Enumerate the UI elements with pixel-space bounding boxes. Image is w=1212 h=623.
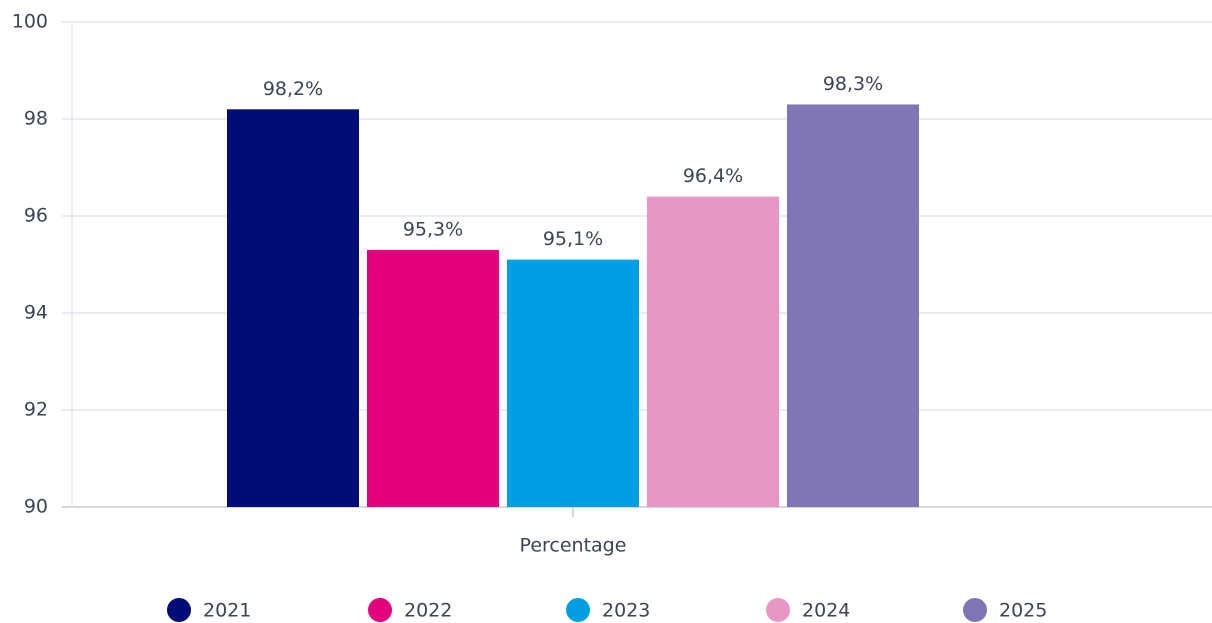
value-label: 96,4% [683,165,743,187]
bar [647,196,779,507]
legend-label: 2021 [203,600,251,622]
legend-swatch [368,598,392,622]
y-tick-label: 94 [24,302,48,324]
legend-swatch [566,598,590,622]
bar [367,249,499,507]
bar [787,104,919,507]
value-label: 95,3% [403,218,463,240]
legend-label: 2025 [999,600,1047,622]
legend-swatch [167,598,191,622]
legend-label: 2023 [602,600,650,622]
bar [227,109,359,508]
value-label: 98,3% [823,73,883,95]
legend-swatch [963,598,987,622]
value-label: 98,2% [263,78,323,100]
y-tick-label: 92 [24,399,48,421]
legend-swatch [766,598,790,622]
y-tick-label: 98 [24,108,48,130]
legend-label: 2022 [404,600,452,622]
y-tick-label: 96 [24,205,48,227]
y-tick-label: 90 [24,496,48,518]
value-label: 95,1% [543,228,603,250]
legend-label: 2024 [802,600,850,622]
bar [507,259,639,507]
x-tick-label: Percentage [520,535,627,557]
y-tick-label: 100 [12,11,48,33]
